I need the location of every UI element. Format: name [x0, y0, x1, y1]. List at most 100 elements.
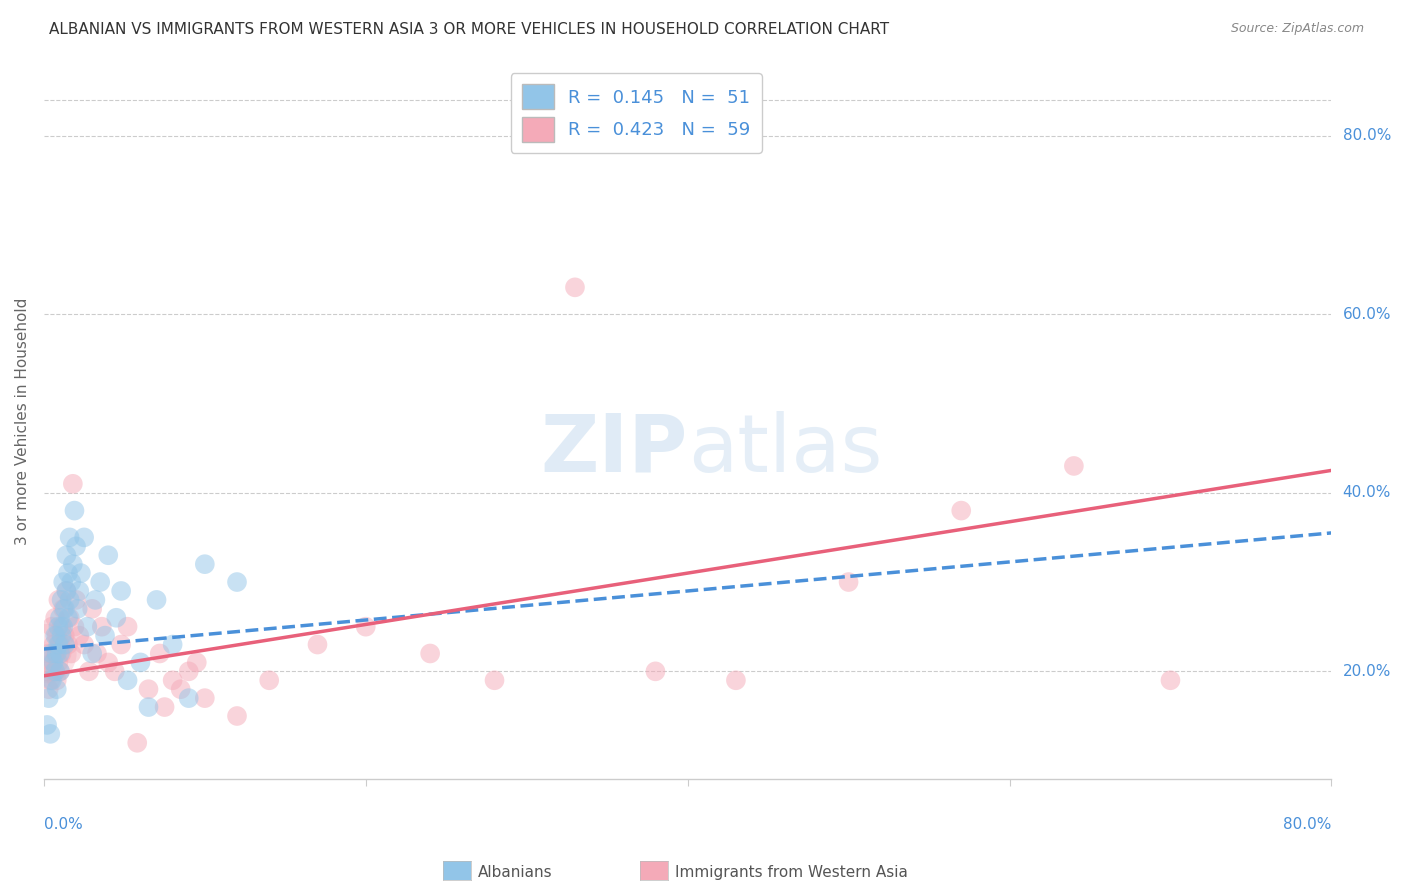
Point	[63, 620, 86, 634]
Point	[45, 629, 67, 643]
Legend: R =  0.145   N =  51, R =  0.423   N =  59: R = 0.145 N = 51, R = 0.423 N = 59	[510, 73, 762, 153]
Point	[67, 629, 90, 643]
Point	[564, 280, 586, 294]
Point	[42, 656, 65, 670]
Point	[226, 575, 249, 590]
Point	[950, 503, 973, 517]
Point	[110, 638, 132, 652]
Point	[49, 665, 72, 679]
Text: Immigrants from Western Asia: Immigrants from Western Asia	[675, 865, 908, 880]
Point	[70, 566, 93, 580]
Point	[53, 602, 76, 616]
Point	[838, 575, 860, 590]
Point	[39, 673, 62, 688]
Point	[59, 593, 82, 607]
Point	[41, 656, 63, 670]
Point	[226, 709, 249, 723]
Point	[59, 611, 82, 625]
Point	[41, 620, 63, 634]
Point	[52, 575, 75, 590]
Point	[104, 665, 127, 679]
Point	[41, 647, 63, 661]
Point	[56, 638, 79, 652]
Point	[724, 673, 747, 688]
Point	[65, 593, 87, 607]
Text: 0.0%: 0.0%	[44, 817, 83, 832]
Point	[77, 665, 100, 679]
Point	[37, 718, 59, 732]
Point	[153, 700, 176, 714]
Point	[60, 647, 83, 661]
Point	[49, 611, 72, 625]
Text: ALBANIAN VS IMMIGRANTS FROM WESTERN ASIA 3 OR MORE VEHICLES IN HOUSEHOLD CORRELA: ALBANIAN VS IMMIGRANTS FROM WESTERN ASIA…	[49, 22, 890, 37]
Point	[44, 665, 66, 679]
Point	[39, 727, 62, 741]
Point	[177, 665, 200, 679]
Point	[49, 638, 72, 652]
Point	[37, 665, 59, 679]
Point	[354, 620, 377, 634]
Point	[105, 611, 128, 625]
Point	[644, 665, 666, 679]
Point	[149, 647, 172, 661]
Point	[117, 673, 139, 688]
Point	[194, 557, 217, 571]
Point	[307, 638, 329, 652]
Point	[65, 539, 87, 553]
Point	[38, 682, 60, 697]
Point	[162, 638, 184, 652]
Point	[63, 503, 86, 517]
Point	[82, 602, 104, 616]
Point	[89, 575, 111, 590]
Point	[194, 691, 217, 706]
Text: 80.0%: 80.0%	[1284, 817, 1331, 832]
Point	[138, 700, 160, 714]
Point	[73, 638, 96, 652]
Text: 80.0%: 80.0%	[1343, 128, 1391, 143]
Point	[41, 673, 63, 688]
Text: Albanians: Albanians	[478, 865, 553, 880]
Point	[44, 611, 66, 625]
Point	[56, 611, 79, 625]
Point	[55, 548, 77, 562]
Point	[97, 656, 120, 670]
Point	[66, 602, 89, 616]
Point	[97, 548, 120, 562]
Point	[145, 593, 167, 607]
Point	[84, 593, 107, 607]
Text: atlas: atlas	[688, 411, 882, 489]
Point	[55, 584, 77, 599]
Point	[62, 476, 84, 491]
Point	[49, 665, 72, 679]
Point	[56, 566, 79, 580]
Point	[51, 629, 73, 643]
Point	[127, 736, 149, 750]
Point	[60, 575, 83, 590]
Point	[38, 647, 60, 661]
Point	[257, 673, 280, 688]
Point	[44, 629, 66, 643]
Text: 20.0%: 20.0%	[1343, 664, 1391, 679]
Point	[48, 656, 70, 670]
Point	[42, 665, 65, 679]
Point	[52, 620, 75, 634]
Point	[53, 629, 76, 643]
Point	[45, 647, 67, 661]
Point	[52, 602, 75, 616]
Point	[37, 647, 59, 661]
Point	[48, 638, 70, 652]
Point	[73, 530, 96, 544]
Point	[49, 647, 72, 661]
Point	[45, 682, 67, 697]
Point	[170, 682, 193, 697]
Point	[484, 673, 506, 688]
Point	[51, 593, 73, 607]
Text: ZIP: ZIP	[540, 411, 688, 489]
Point	[55, 584, 77, 599]
Point	[67, 584, 90, 599]
Text: Source: ZipAtlas.com: Source: ZipAtlas.com	[1230, 22, 1364, 36]
Point	[62, 557, 84, 571]
Point	[42, 638, 65, 652]
Point	[162, 673, 184, 688]
Point	[51, 647, 73, 661]
